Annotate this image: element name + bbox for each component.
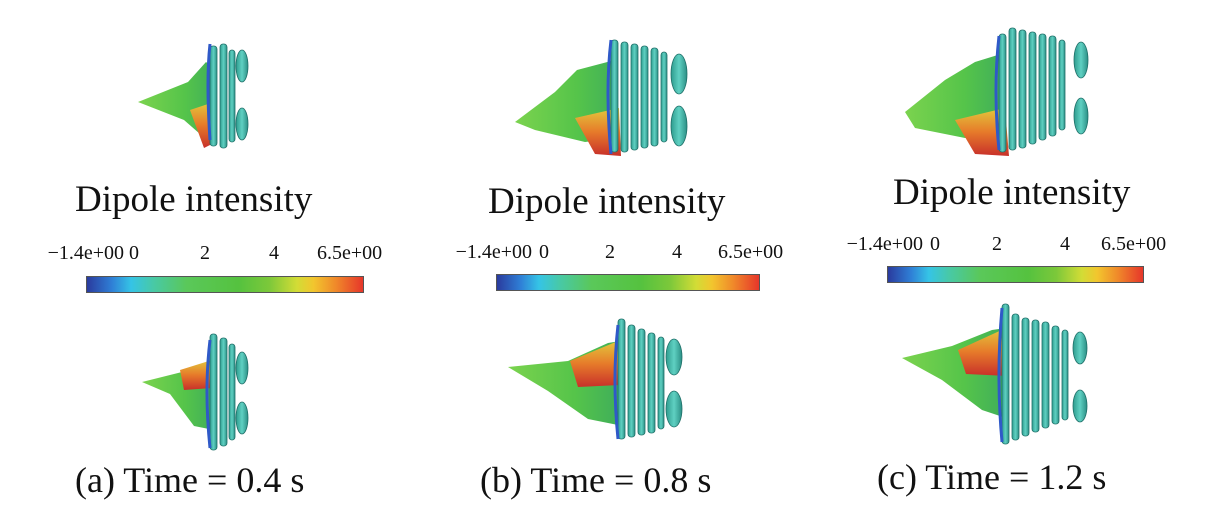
panel-b: Dipole intensity −1.4e+00 0 2 4 6.5e+00 … xyxy=(400,0,810,509)
dipole-iso-surface-bottom xyxy=(902,303,1088,445)
colorbar-gradient xyxy=(496,274,760,291)
colorbar-tick-min: −1.4e+00 xyxy=(846,233,923,255)
colorbar-tick: 2 xyxy=(200,242,210,264)
panel-c: Dipole intensity −1.4e+00 0 2 4 6.5e+00 … xyxy=(810,0,1207,509)
panel-caption: (c) Time = 1.2 s xyxy=(877,457,1107,497)
colorbar-tick: 0 xyxy=(930,233,940,255)
panel-a: Dipole intensity −1.4e+00 0 2 4 6.5e+00 … xyxy=(0,0,400,509)
colorbar-gradient xyxy=(887,266,1144,283)
colorbar-title: Dipole intensity xyxy=(893,172,1131,213)
colorbar-title: Dipole intensity xyxy=(488,181,726,222)
colorbar-tick-min: −1.4e+00 xyxy=(47,242,124,264)
colorbar-title: Dipole intensity xyxy=(75,179,313,220)
colorbar-tick-max: 6.5e+00 xyxy=(1101,233,1167,255)
dipole-iso-surface-top xyxy=(138,43,249,149)
dipole-iso-surface-top xyxy=(905,27,1089,156)
colorbar-tick: 2 xyxy=(605,241,615,263)
colorbar-tick: 4 xyxy=(269,242,279,264)
colorbar-tick: 4 xyxy=(1060,233,1070,255)
colorbar-tick-min: −1.4e+00 xyxy=(455,241,532,263)
panel-caption: (a) Time = 0.4 s xyxy=(75,460,305,500)
colorbar-tick: 0 xyxy=(129,242,139,264)
dipole-iso-surface-top xyxy=(515,39,688,156)
colorbar-tick-max: 6.5e+00 xyxy=(718,241,784,263)
colorbar-tick: 4 xyxy=(672,241,682,263)
panel-caption: (b) Time = 0.8 s xyxy=(480,460,712,500)
colorbar-tick: 0 xyxy=(539,241,549,263)
dipole-iso-surface-bottom xyxy=(508,318,683,440)
dipole-iso-surface-bottom xyxy=(142,333,249,451)
colorbar-tick-max: 6.5e+00 xyxy=(317,242,383,264)
colorbar-gradient xyxy=(86,276,364,293)
colorbar-tick: 2 xyxy=(992,233,1002,255)
